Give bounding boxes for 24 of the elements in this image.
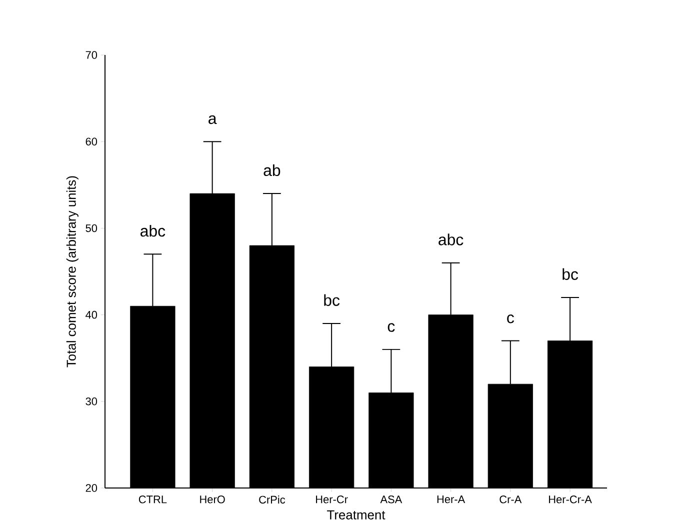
y-tick-label: 60: [86, 138, 98, 146]
x-tick-label: CTRL: [138, 496, 167, 504]
x-tick-label: HerO: [200, 496, 225, 504]
x-tick-label: Her-Cr-A: [549, 496, 592, 504]
x-axis-title: Treatment: [327, 510, 386, 520]
x-tick-label: Cr-A: [500, 496, 522, 504]
y-tick-label: 50: [86, 224, 98, 232]
x-tick-label: CrPic: [259, 496, 286, 504]
annotation: c: [388, 323, 395, 332]
annotation: a: [208, 115, 217, 124]
x-tick-label: Her-A: [437, 496, 466, 504]
annotation: ab: [264, 164, 280, 176]
annotation: c: [507, 314, 514, 324]
y-tick-label: 20: [86, 484, 98, 492]
y-axis-title: Total comet score (arbitrary units): [66, 176, 78, 368]
annotation: abc: [140, 224, 166, 237]
y-tick-label: 30: [86, 398, 98, 406]
y-tick-label: 70: [86, 51, 98, 59]
annotation: abc: [438, 234, 464, 246]
annotation: bc: [562, 268, 578, 280]
x-tick-label: ASA: [380, 496, 402, 504]
x-tick-label: Her-Cr: [316, 496, 348, 504]
annotation: bc: [324, 294, 340, 306]
y-tick-label: 40: [86, 310, 98, 319]
